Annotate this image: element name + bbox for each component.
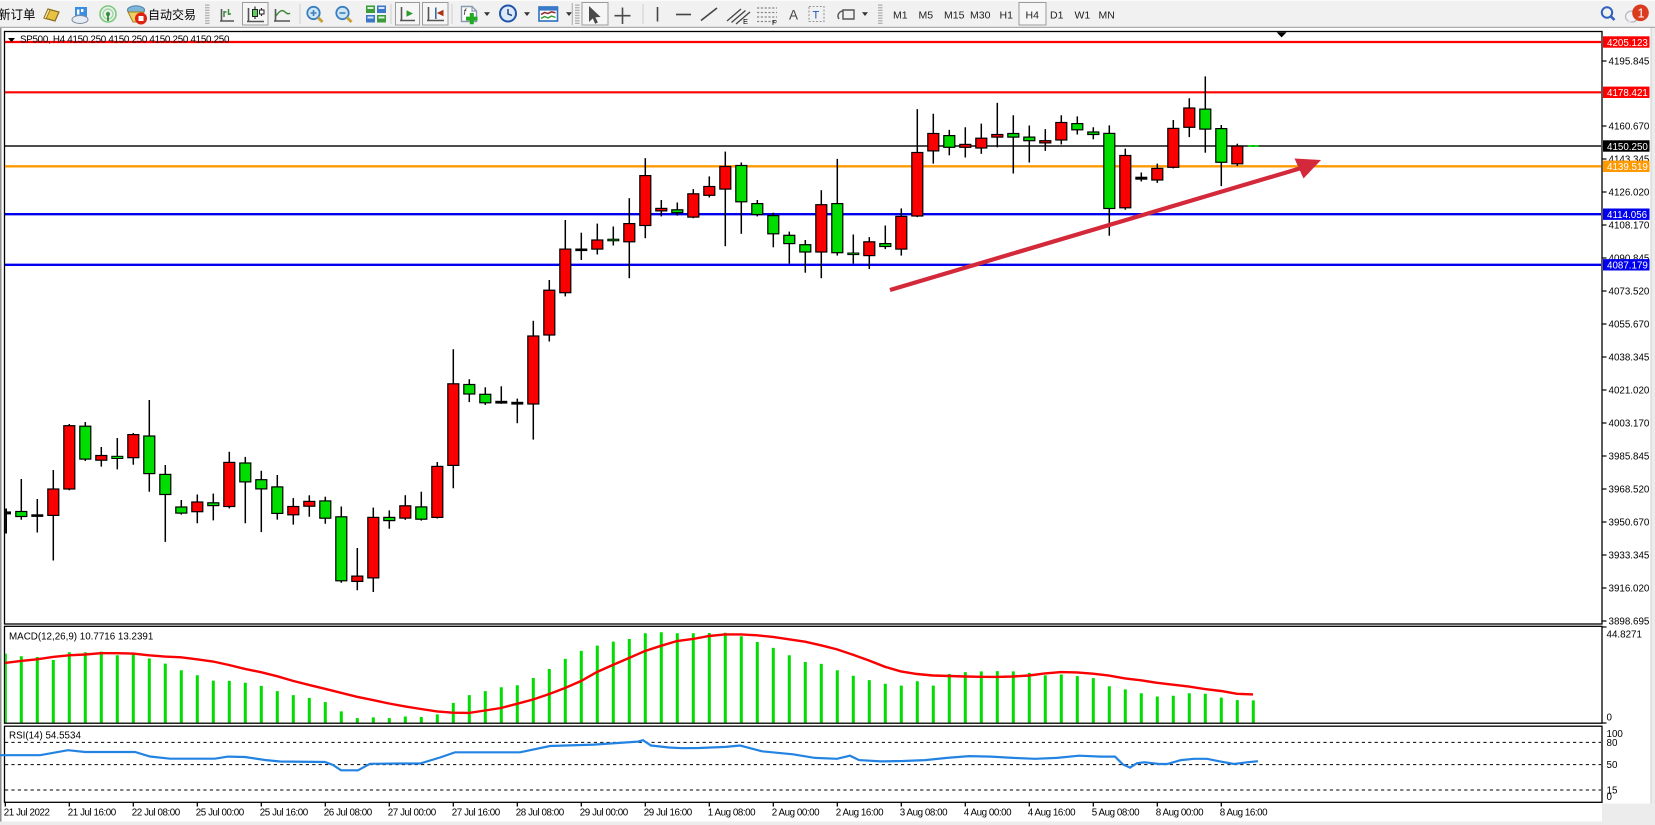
svg-text:4090.845: 4090.845 [1609, 254, 1650, 265]
svg-text:25 Jul 16:00: 25 Jul 16:00 [260, 808, 309, 819]
svg-text:4 Aug 00:00: 4 Aug 00:00 [964, 808, 1012, 819]
svg-text:4073.520: 4073.520 [1609, 287, 1650, 298]
svg-text:1 Aug 08:00: 1 Aug 08:00 [708, 808, 756, 819]
svg-text:26 Jul 08:00: 26 Jul 08:00 [324, 808, 373, 819]
svg-text:2 Aug 00:00: 2 Aug 00:00 [772, 808, 820, 819]
svg-text:MACD(12,26,9) 10.7716 13.2391: MACD(12,26,9) 10.7716 13.2391 [9, 632, 153, 643]
svg-text:27 Jul 00:00: 27 Jul 00:00 [388, 808, 437, 819]
svg-text:15: 15 [1607, 786, 1618, 797]
svg-text:3 Aug 08:00: 3 Aug 08:00 [900, 808, 948, 819]
svg-text:D1: D1 [1050, 10, 1064, 22]
svg-text:F: F [772, 18, 777, 27]
svg-text:4126.020: 4126.020 [1609, 188, 1650, 199]
svg-text:28 Jul 08:00: 28 Jul 08:00 [516, 808, 565, 819]
svg-text:80: 80 [1607, 738, 1618, 749]
svg-text:4160.670: 4160.670 [1609, 122, 1650, 133]
svg-text:MN: MN [1099, 10, 1115, 22]
svg-text:4055.670: 4055.670 [1609, 320, 1650, 331]
svg-text:29 Jul 16:00: 29 Jul 16:00 [644, 808, 693, 819]
svg-text:50: 50 [1607, 760, 1618, 771]
svg-text:25 Jul 00:00: 25 Jul 00:00 [196, 808, 245, 819]
svg-text:M1: M1 [893, 10, 908, 22]
svg-text:A: A [789, 8, 798, 23]
svg-text:2 Aug 16:00: 2 Aug 16:00 [836, 808, 884, 819]
svg-text:29 Jul 00:00: 29 Jul 00:00 [580, 808, 629, 819]
svg-text:4150.250: 4150.250 [1607, 142, 1648, 153]
svg-text:H4: H4 [1026, 10, 1040, 22]
svg-text:4139.519: 4139.519 [1607, 162, 1648, 173]
svg-text:4003.170: 4003.170 [1609, 419, 1650, 430]
svg-text:3898.695: 3898.695 [1609, 617, 1650, 628]
svg-text:0: 0 [1607, 792, 1613, 803]
svg-text:M15: M15 [944, 10, 965, 22]
svg-text:22 Jul 08:00: 22 Jul 08:00 [132, 808, 181, 819]
svg-text:4087.179: 4087.179 [1607, 261, 1648, 272]
svg-text:21 Jul 16:00: 21 Jul 16:00 [68, 808, 117, 819]
svg-text:0: 0 [1607, 713, 1613, 724]
svg-text:新订单: 新订单 [0, 7, 36, 22]
svg-text:M5: M5 [919, 10, 934, 22]
svg-text:3933.345: 3933.345 [1609, 551, 1650, 562]
svg-text:H1: H1 [1000, 10, 1014, 22]
svg-text:3968.520: 3968.520 [1609, 485, 1650, 496]
svg-text:44.8271: 44.8271 [1607, 630, 1642, 641]
svg-text:3950.670: 3950.670 [1609, 518, 1650, 529]
svg-text:27 Jul 16:00: 27 Jul 16:00 [452, 808, 501, 819]
svg-text:4178.421: 4178.421 [1607, 88, 1648, 99]
svg-text:自动交易: 自动交易 [148, 7, 196, 22]
svg-text:M30: M30 [970, 10, 991, 22]
svg-text:8 Aug 16:00: 8 Aug 16:00 [1220, 808, 1268, 819]
svg-text:SP500, H4 4150.250 4150.250 4: SP500, H4 4150.250 4150.250 4150.250 415… [20, 34, 230, 45]
svg-text:100: 100 [1607, 729, 1624, 740]
svg-text:21 Jul 2022: 21 Jul 2022 [4, 808, 50, 819]
svg-text:4038.345: 4038.345 [1609, 353, 1650, 364]
svg-text:4021.020: 4021.020 [1609, 386, 1650, 397]
svg-text:f: f [464, 7, 468, 17]
svg-text:RSI(14) 54.5534: RSI(14) 54.5534 [9, 731, 81, 742]
svg-text:1: 1 [1638, 6, 1645, 20]
svg-text:W1: W1 [1075, 10, 1091, 22]
svg-text:4143.345: 4143.345 [1609, 155, 1650, 166]
svg-text:4195.845: 4195.845 [1609, 57, 1650, 68]
svg-text:5 Aug 08:00: 5 Aug 08:00 [1092, 808, 1140, 819]
svg-text:4108.170: 4108.170 [1609, 221, 1650, 232]
svg-text:T: T [813, 10, 820, 22]
svg-text:4205.123: 4205.123 [1607, 38, 1648, 49]
svg-text:3916.020: 3916.020 [1609, 584, 1650, 595]
svg-text:4114.056: 4114.056 [1607, 210, 1648, 221]
svg-text:4 Aug 16:00: 4 Aug 16:00 [1028, 808, 1076, 819]
svg-text:8 Aug 00:00: 8 Aug 00:00 [1156, 808, 1204, 819]
svg-text:E: E [743, 17, 748, 26]
svg-text:3985.845: 3985.845 [1609, 452, 1650, 463]
